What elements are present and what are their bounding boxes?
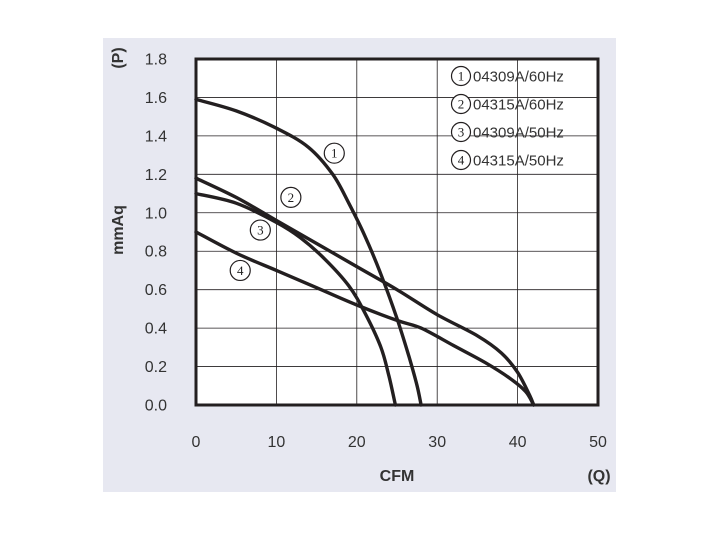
y-tick-label: 1.6 [145, 90, 167, 107]
curve-marker-number: 2 [288, 190, 295, 205]
x-tick-label: 10 [268, 434, 286, 451]
x-tick-label: 30 [428, 434, 446, 451]
y-tick-label: 0.8 [145, 244, 167, 261]
legend-marker-circle [450, 149, 472, 171]
legend-marker-number: 4 [458, 153, 465, 168]
x-axis-title: CFM [380, 468, 415, 485]
curve-marker-number: 3 [257, 223, 264, 238]
curve-marker-circle [229, 259, 251, 282]
y-tick-label: 0.2 [145, 359, 167, 376]
curve-marker-circle [323, 142, 345, 164]
legend-entry-label: 04309A/50Hz [473, 125, 564, 142]
legend-entry-label: 04309A/60Hz [473, 69, 564, 86]
curve-1 [194, 97, 423, 407]
y-axis-title: mmAq [110, 205, 127, 255]
legend-marker-circle [450, 65, 472, 87]
curve-4 [194, 230, 536, 407]
legend-marker-number: 1 [458, 69, 465, 84]
curves [194, 97, 536, 407]
x-tick-label: 40 [509, 434, 527, 451]
legend-marker-circle [450, 93, 472, 115]
curve-3 [194, 191, 398, 407]
y-tick-label: 1.8 [145, 52, 167, 69]
curve-2 [194, 176, 536, 407]
legend-marker-number: 2 [458, 97, 465, 112]
x-tick-label: 20 [348, 434, 366, 451]
curve-markers: 1 2 3 4 [229, 142, 345, 282]
y-tick-label: 0.6 [145, 282, 167, 299]
chart-panel: 1 2 3 4 1 04309A/60Hz 2 04315A/60Hz 3 04309A/50H… [103, 38, 616, 492]
y-tick-label: 1.0 [145, 205, 167, 222]
curve-marker-circle [280, 186, 302, 208]
x-tick-label: 0 [192, 434, 201, 451]
y-axis-unit: (P) [110, 47, 127, 68]
curve-marker-number: 4 [237, 263, 244, 278]
curve-marker-number: 1 [331, 146, 338, 161]
legend: 1 04309A/60Hz 2 04315A/60Hz 3 04309A/50Hz 4 043… [450, 65, 564, 171]
legend-marker-circle [450, 121, 472, 143]
legend-entry-label: 04315A/60Hz [473, 97, 564, 114]
curve-marker-circle [249, 219, 271, 241]
x-tick-label: 50 [589, 434, 607, 451]
x-axis-unit: (Q) [587, 468, 610, 485]
fan-performance-chart: 1 2 3 4 1 04309A/60Hz 2 04315A/60Hz 3 04309A/50H… [110, 47, 611, 485]
y-tick-label: 1.2 [145, 167, 167, 184]
y-tick-label: 0.0 [145, 398, 167, 415]
y-tick-label: 0.4 [145, 321, 167, 338]
tick-labels: 0 10 20 30 40 50 0.0 0.2 0.4 0.6 0.8 1.0 1.2 1.4 1.6 1.… [145, 52, 607, 452]
legend-marker-number: 3 [458, 125, 465, 140]
legend-entry-label: 04315A/50Hz [473, 153, 564, 170]
y-tick-label: 1.4 [145, 128, 167, 145]
